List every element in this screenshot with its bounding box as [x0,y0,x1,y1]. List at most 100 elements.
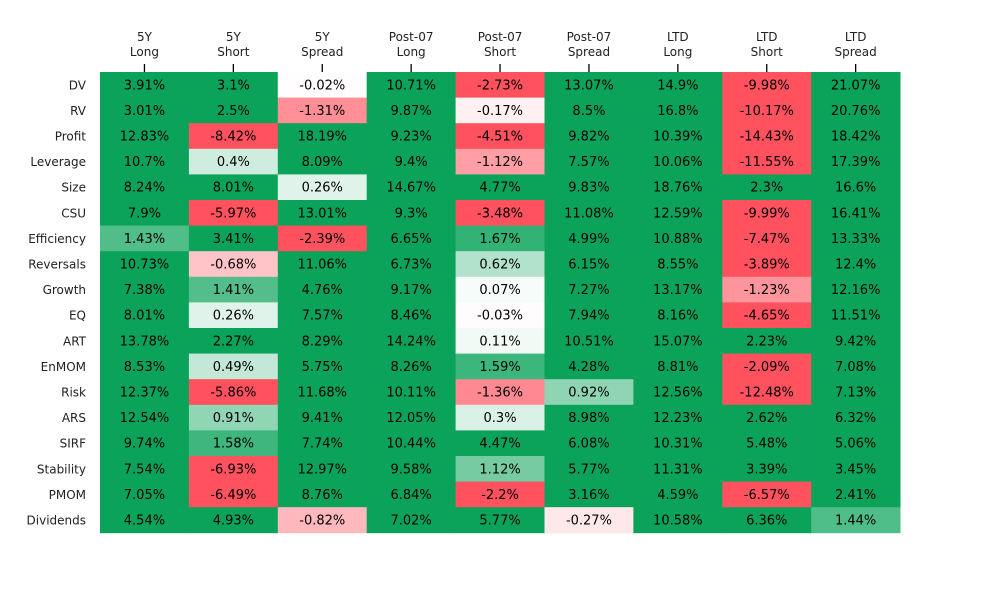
cell-value-label: 11.08% [564,206,614,221]
cell-value-label: 0.3% [484,411,517,426]
heatmap-cell [455,225,545,252]
cell-value-label: 12.59% [653,206,703,221]
cell-value-label: 7.38% [124,283,165,298]
heatmap-cell [366,507,456,534]
cell-value-label: 10.06% [653,155,703,170]
cell-value-label: 8.46% [390,309,431,324]
cell-value-label: -9.98% [744,78,790,93]
column-label-group: Post-07 [567,30,612,44]
heatmap-cell [544,353,634,380]
cell-value-label: 9.41% [302,411,343,426]
cell-value-label: 10.44% [386,437,436,452]
cell-value-label: -0.02% [299,78,345,93]
heatmap-cell [811,302,901,329]
cell-value-label: 8.01% [124,309,165,324]
cell-value-label: -3.48% [477,206,523,221]
heatmap-cell [633,430,723,457]
cell-value-label: -1.23% [744,283,790,298]
heatmap-cell [811,200,901,226]
heatmap-cell [100,379,190,406]
heatmap-cell [366,404,456,431]
heatmap-cell [633,302,723,329]
column-label-metric: Long [397,45,426,59]
cell-value-label: -3.89% [744,258,790,273]
heatmap-cell [633,379,723,406]
heatmap-cell [544,328,634,354]
cell-value-label: 3.91% [124,78,165,93]
heatmap-cell [633,148,723,175]
cell-value-label: 7.94% [568,309,609,324]
heatmap-cell [633,174,723,201]
heatmap-cell [633,123,723,150]
heatmap-cell [100,276,190,303]
heatmap-cell [722,225,812,252]
cell-value-label: 12.54% [120,411,170,426]
heatmap-cell [455,430,545,457]
heatmap-cell [188,251,279,278]
cell-value-label: 9.23% [390,130,431,145]
cell-value-label: 16.41% [831,206,881,221]
cell-value-label: 7.57% [302,309,343,324]
heatmap-cell [100,404,190,431]
cell-value-label: 15.07% [653,334,703,349]
heatmap-cell [544,456,634,482]
cell-value-label: -14.43% [740,130,794,145]
cell-value-label: 7.13% [835,386,876,401]
cell-value-label: 4.59% [657,488,698,503]
cell-value-label: -10.17% [740,104,794,119]
cell-value-label: 0.07% [479,283,520,298]
cell-value-label: 7.57% [568,155,609,170]
heatmap-cell [100,148,190,175]
heatmap-cell [455,507,545,534]
heatmap-cell [455,481,545,508]
cell-value-label: 10.11% [386,386,436,401]
heatmap-cell [544,251,634,278]
column-label-metric: Spread [301,45,343,59]
heatmap-cell [811,456,901,482]
cell-value-label: 9.3% [395,206,428,221]
cell-value-label: 2.3% [750,181,783,196]
heatmap-cell [455,353,545,380]
cell-value-label: 12.4% [835,258,876,273]
cell-value-label: 3.39% [746,462,787,477]
cell-value-label: 9.17% [390,283,431,298]
heatmap-cell [544,72,634,98]
cell-value-label: -0.27% [566,514,612,529]
cell-value-label: 1.44% [835,514,876,529]
cell-value-label: 5.75% [302,360,343,375]
heatmap-cell [544,481,634,508]
heatmap-cell [811,174,901,201]
heatmap-cell [188,507,279,534]
cell-value-label: 14.67% [386,181,436,196]
heatmap-cell [366,481,456,508]
heatmap-cell [633,72,723,98]
heatmap-cell [722,72,812,98]
heatmap-cell [100,507,190,534]
row-label: Risk [61,386,86,400]
heatmap-cell [277,251,368,278]
cell-value-label: 8.24% [124,181,165,196]
heatmap-cell [277,225,368,252]
cell-value-label: 12.56% [653,386,703,401]
heatmap-cell [811,251,901,278]
cell-value-label: 3.45% [835,462,876,477]
heatmap-cell [366,353,456,380]
heatmap-cell [277,404,368,431]
cell-value-label: 0.4% [217,155,250,170]
cell-value-label: 6.73% [390,258,431,273]
heatmap-cell [633,97,723,124]
column-label-metric: Short [484,45,516,59]
heatmap-cell [277,123,368,150]
heatmap-cell [188,225,279,252]
heatmap-cell [277,481,368,508]
heatmap-cell [722,174,812,201]
cell-value-label: 20.76% [831,104,881,119]
heatmap-cell [277,456,368,482]
heatmap-cells: 3.91% 3.1% -0.02% 10.71% -2.73% 13.07% 14.9% -9… [100,72,901,534]
heatmap-cell [455,379,545,406]
cell-value-label: 4.76% [302,283,343,298]
cell-value-label: 0.49% [213,360,254,375]
heatmap-cell [811,97,901,124]
cell-value-label: 2.62% [746,411,787,426]
